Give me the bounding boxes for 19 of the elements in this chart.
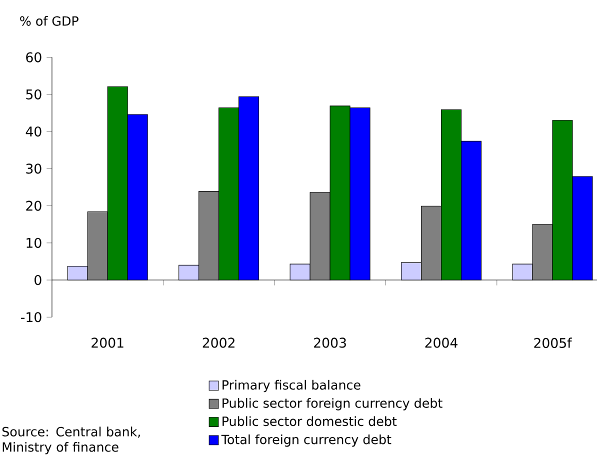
y-tick-label: 10: [26, 238, 42, 248]
legend-label: Primary fiscal balance: [222, 380, 360, 392]
x-tick-label: 2002: [202, 337, 234, 348]
y-tick-label: 30: [26, 163, 42, 174]
source-note: Source: Central bank, Ministry of finance: [2, 426, 140, 454]
legend-label: Public sector foreign currency debt: [222, 398, 442, 410]
y-tick-label: 60: [26, 52, 42, 62]
y-tick-label: -10: [21, 312, 42, 322]
y-tick-label: 50: [26, 89, 42, 100]
y-axis-title: % of GDP: [20, 16, 78, 26]
legend-label: Public sector domestic debt: [222, 416, 397, 426]
x-tick-label: 2003: [314, 337, 346, 348]
legend-label: Total foreign currency debt: [221, 434, 392, 447]
x-tick-label: 2004: [425, 337, 458, 348]
x-tick-label: 2005f: [534, 337, 572, 348]
x-tick-label: 2001: [92, 337, 124, 348]
y-tick-label: 20: [26, 200, 42, 211]
y-tick-label: 0: [34, 274, 42, 285]
y-tick-label: 40: [26, 126, 42, 136]
